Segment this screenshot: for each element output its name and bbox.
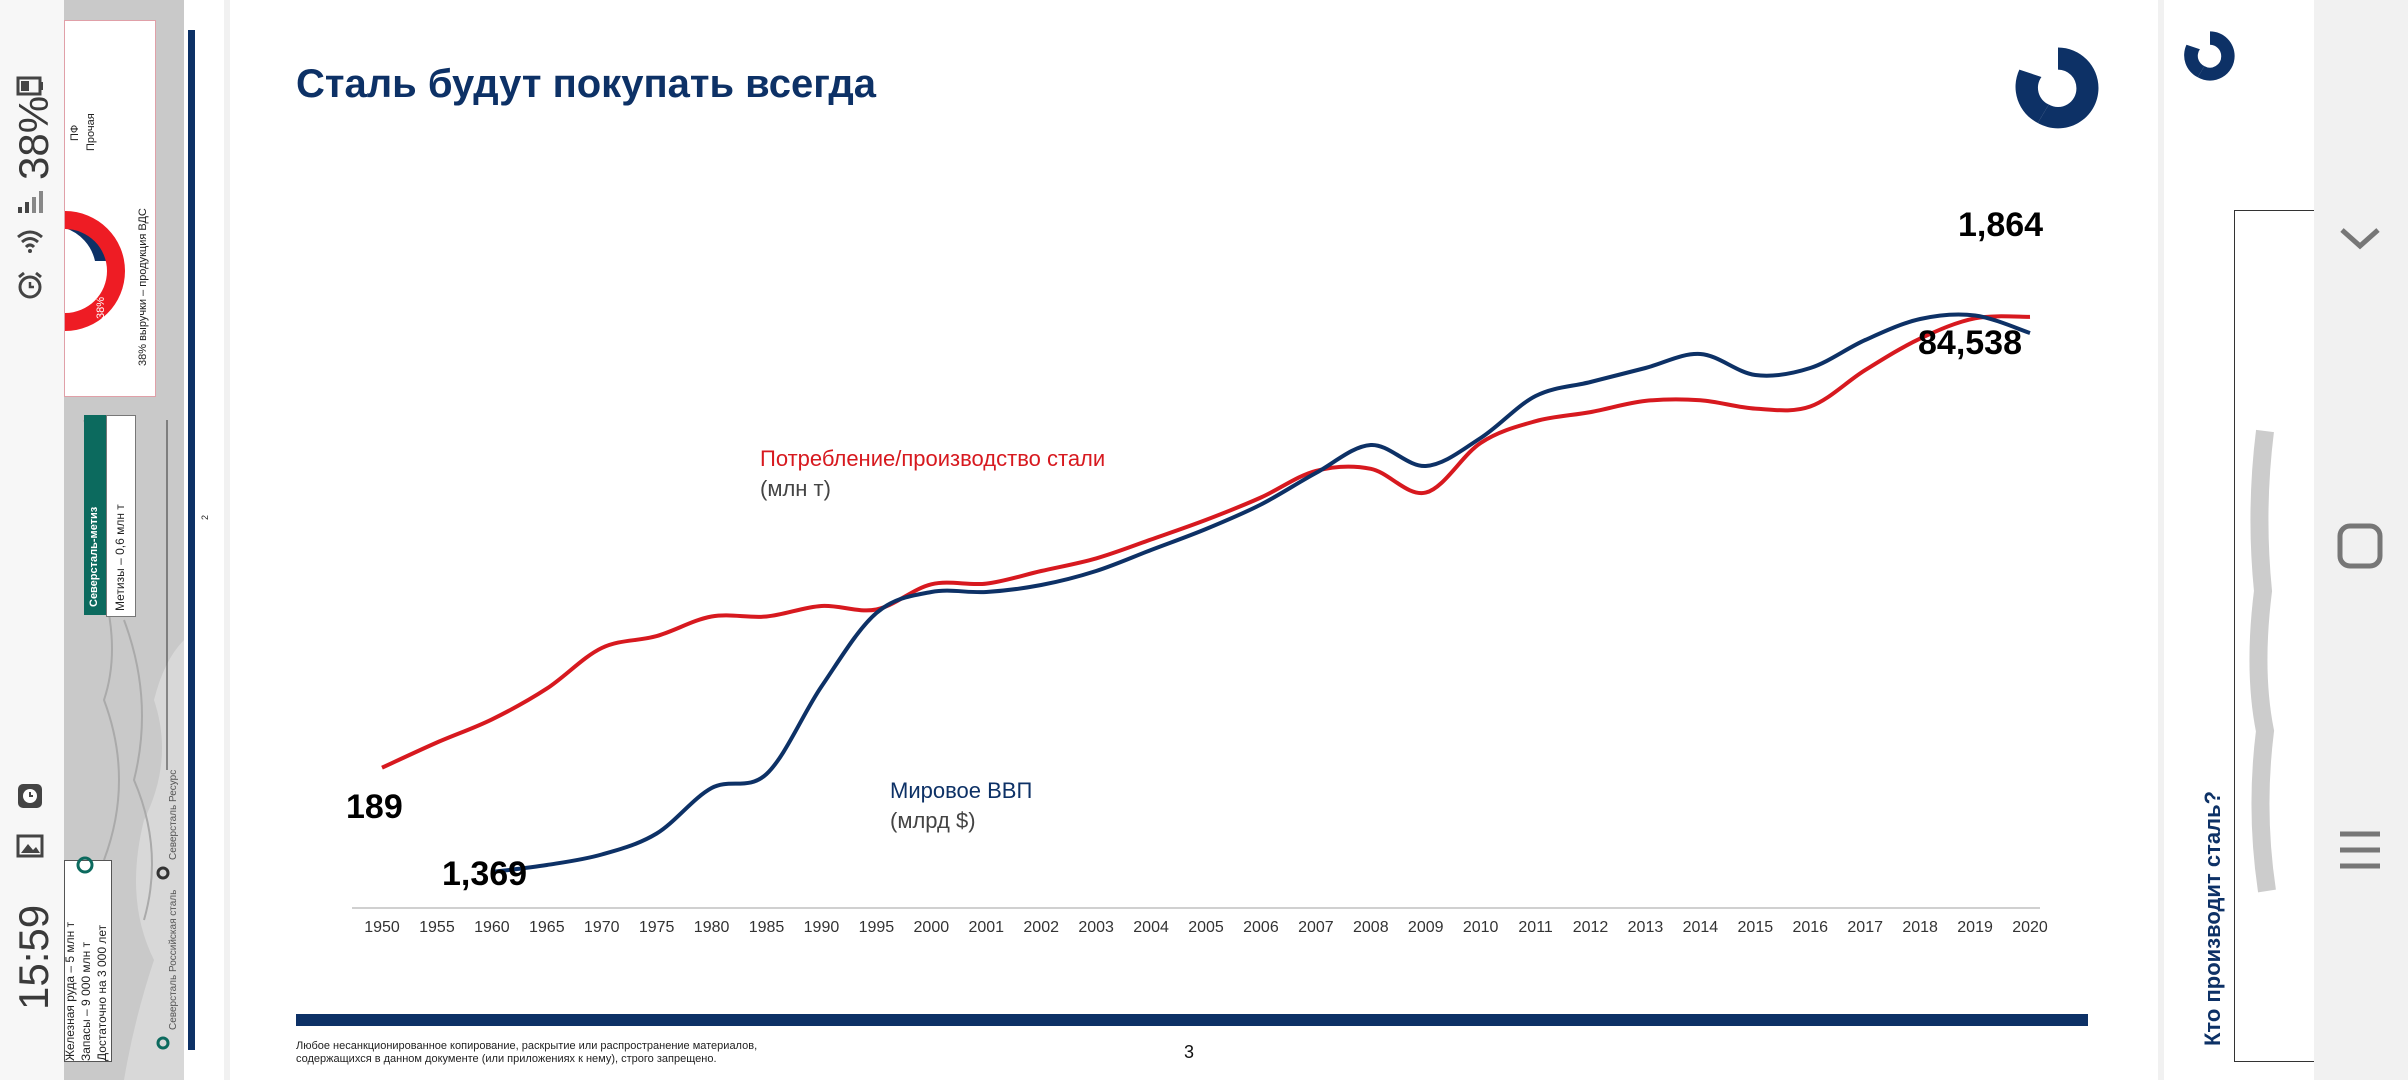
russian-steel-label: Северсталь Российская сталь — [168, 889, 179, 1030]
x-tick-label: 1980 — [694, 919, 730, 936]
x-tick-label: 2014 — [1683, 919, 1719, 936]
x-tick-label: 2009 — [1408, 919, 1444, 936]
x-tick-label: 2000 — [914, 919, 950, 936]
map-pin-icon — [156, 1036, 170, 1050]
status-bar: 15:59 38% — [0, 0, 64, 1080]
chevron-down-icon[interactable] — [2330, 210, 2390, 270]
recent-apps-icon[interactable] — [2330, 820, 2390, 880]
footer-bar — [296, 1014, 2088, 1026]
company-detail-label: Метизы – 0,6 млн т — [113, 504, 127, 611]
ore-line-1: Железная руда – 5 млн т — [64, 921, 77, 1061]
x-tick-label: 2017 — [1847, 919, 1883, 936]
x-tick-label: 1975 — [639, 919, 675, 936]
x-tick-label: 1970 — [584, 919, 620, 936]
next-slide-title: Кто производит сталь? — [2200, 790, 2225, 1046]
ore-line-3: Достаточно на 3 000 лет — [95, 924, 109, 1061]
steel-series-unit: (млн т) — [760, 476, 831, 501]
x-tick-label: 2015 — [1738, 919, 1774, 936]
x-tick-label: 1985 — [749, 919, 785, 936]
company-detail-box: Метизы – 0,6 млн т — [106, 415, 136, 617]
navigation-bar — [2314, 0, 2408, 1080]
x-tick-label: 1955 — [419, 919, 455, 936]
home-button-icon[interactable] — [2330, 516, 2390, 576]
x-tick-label: 2005 — [1188, 919, 1224, 936]
x-tick-label: 2018 — [1902, 919, 1938, 936]
x-tick-label: 2006 — [1243, 919, 1279, 936]
gdp-end-value: 84,538 — [1918, 324, 2022, 362]
x-tick-label: 2003 — [1078, 919, 1114, 936]
severstal-logo — [2015, 47, 2099, 129]
x-tick-label: 2020 — [2012, 919, 2048, 936]
revenue-donut-chart — [65, 211, 125, 331]
prev-page-number: 2 — [200, 514, 210, 520]
gdp-series-unit: (млрд $) — [890, 808, 976, 833]
page-number: 3 — [1184, 1042, 1195, 1062]
next-slide[interactable]: Кто производит сталь? — [2164, 0, 2314, 1080]
x-tick-label: 1995 — [859, 919, 895, 936]
x-tick-label: 2002 — [1023, 919, 1059, 936]
map-pin-icon — [156, 866, 170, 880]
battery-percentage: 38% — [10, 95, 57, 180]
next-slide-image-frame — [2234, 210, 2314, 1062]
clock-icon — [18, 784, 42, 808]
current-slide: Сталь будут покупать всегда 1950 1955 1960… — [230, 0, 2158, 1080]
x-tick-label: 1990 — [804, 919, 840, 936]
x-tick-label: 2013 — [1628, 919, 1664, 936]
prev-chart-card: 38% 38% выручки – продукция ВДС ПФ Проча… — [64, 20, 156, 397]
alarm-icon — [18, 271, 42, 299]
steel-gdp-line-chart: 1950 1955 1960 1965 1970 1975 1980 1985 1990 1995… — [346, 206, 2048, 936]
x-tick-label: 1965 — [529, 919, 565, 936]
status-time: 15:59 — [10, 904, 57, 1010]
x-tick-label: 2001 — [968, 919, 1004, 936]
x-tick-label: 2016 — [1792, 919, 1828, 936]
confidentiality-note: Любое несанкционированное копирование, р… — [296, 1040, 758, 1065]
gdp-start-value: 1,369 — [442, 855, 527, 893]
donut-label: 38% — [95, 296, 107, 319]
resource-label: Северсталь Ресурс — [168, 769, 179, 860]
slide-title: Сталь будут покупать всегда — [296, 62, 876, 106]
battery-icon — [16, 76, 43, 96]
signal-icon — [18, 191, 43, 213]
wifi-icon — [17, 230, 43, 253]
x-tick-label: 2011 — [1518, 919, 1553, 936]
ore-info-box: Железная руда – 5 млн т Запасы – 9 000 м… — [64, 860, 112, 1062]
gallery-icon — [16, 834, 44, 858]
map-pin-icon — [76, 856, 94, 874]
steel-consumption-line — [381, 314, 2031, 770]
company-tag: Северсталь-метиз — [84, 415, 106, 615]
world-gdp-line — [491, 312, 2031, 874]
x-tick-label: 2019 — [1957, 919, 1993, 936]
x-tick-label: 1950 — [364, 919, 400, 936]
gdp-series-label: Мировое ВВП — [890, 778, 1032, 803]
legend-item-pf: ПФ — [69, 124, 81, 141]
prev-slide-side-bar — [188, 30, 195, 1050]
x-tick-label: 1960 — [474, 919, 510, 936]
x-tick-label: 2007 — [1298, 919, 1334, 936]
x-tick-label: 2008 — [1353, 919, 1389, 936]
legend-item-other: Прочая — [85, 113, 97, 151]
severstal-logo — [2184, 31, 2235, 81]
steel-series-label: Потребление/производство стали — [760, 446, 1105, 471]
company-tag-label: Северсталь-метиз — [88, 506, 100, 607]
previous-slide[interactable]: 38% 38% выручки – продукция ВДС ПФ Проча… — [64, 0, 224, 1080]
ore-line-2: Запасы – 9 000 млн т — [79, 941, 93, 1061]
donut-caption: 38% выручки – продукция ВДС — [137, 208, 149, 366]
steel-start-value: 189 — [346, 788, 403, 826]
x-tick-label: 2012 — [1573, 919, 1609, 936]
x-tick-label: 2010 — [1463, 919, 1499, 936]
x-tick-label: 2004 — [1133, 919, 1169, 936]
steel-end-value: 1,864 — [1958, 206, 2043, 244]
